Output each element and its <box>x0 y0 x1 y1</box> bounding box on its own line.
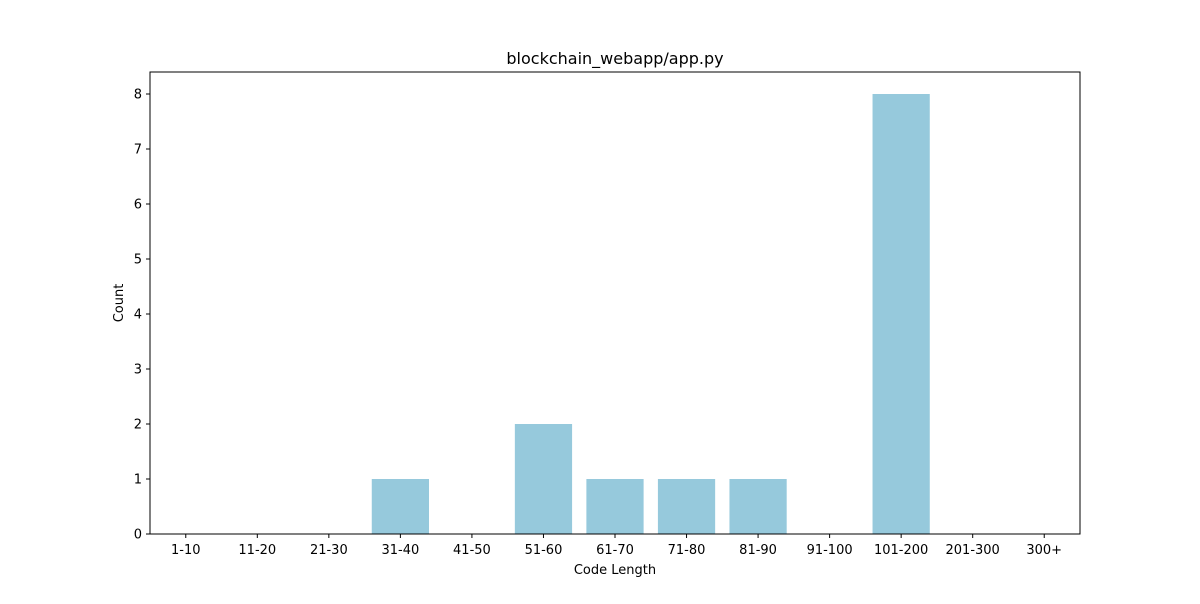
x-tick-label: 31-40 <box>381 543 419 558</box>
x-tick-label: 51-60 <box>525 543 563 558</box>
x-tick-label: 91-100 <box>807 543 853 558</box>
bar-61-70 <box>586 479 644 534</box>
x-axis-label: Code Length <box>574 563 656 578</box>
x-tick-label: 61-70 <box>596 543 634 558</box>
y-axis-ticks: 0 1 2 3 4 5 6 7 8 <box>134 88 150 543</box>
y-tick-label: 4 <box>134 308 142 323</box>
x-tick-label: 300+ <box>1026 543 1062 558</box>
y-tick-label: 1 <box>134 473 142 488</box>
x-tick-label: 21-30 <box>310 543 348 558</box>
plot-frame <box>149 71 1081 535</box>
y-tick-label: 0 <box>134 528 142 543</box>
bar-31-40 <box>371 479 429 534</box>
x-tick-label: 1-10 <box>171 543 201 558</box>
bar-51-60 <box>514 424 573 534</box>
bar-71-80 <box>657 479 716 534</box>
bar-81-90 <box>729 479 787 534</box>
x-tick-label: 71-80 <box>668 543 706 558</box>
y-tick-label: 2 <box>134 418 142 433</box>
chart-title: blockchain_webapp/app.py <box>506 49 723 69</box>
y-axis-label: Count <box>112 284 127 323</box>
bar-101-200 <box>872 94 930 534</box>
y-tick-label: 6 <box>134 198 142 213</box>
y-tick-label: 3 <box>134 363 142 378</box>
x-tick-label: 101-200 <box>874 543 928 558</box>
x-tick-label: 201-300 <box>946 543 1000 558</box>
x-axis-ticks: 1-10 11-20 21-30 31-40 41-50 51-60 61-70 71-80 8… <box>171 534 1062 558</box>
y-tick-label: 7 <box>134 143 142 158</box>
x-tick-label: 11-20 <box>238 543 276 558</box>
y-tick-label: 5 <box>134 253 142 268</box>
x-tick-label: 81-90 <box>739 543 777 558</box>
bars-layer <box>371 94 930 534</box>
y-tick-label: 8 <box>134 88 142 103</box>
x-tick-label: 41-50 <box>453 543 491 558</box>
